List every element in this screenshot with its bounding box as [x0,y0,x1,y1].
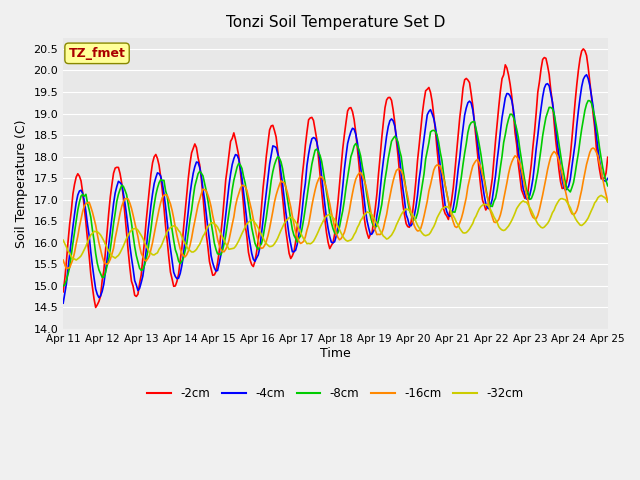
Text: TZ_fmet: TZ_fmet [68,47,125,60]
Y-axis label: Soil Temperature (C): Soil Temperature (C) [15,120,28,248]
Legend: -2cm, -4cm, -8cm, -16cm, -32cm: -2cm, -4cm, -8cm, -16cm, -32cm [143,382,528,405]
Title: Tonzi Soil Temperature Set D: Tonzi Soil Temperature Set D [226,15,445,30]
X-axis label: Time: Time [320,347,351,360]
